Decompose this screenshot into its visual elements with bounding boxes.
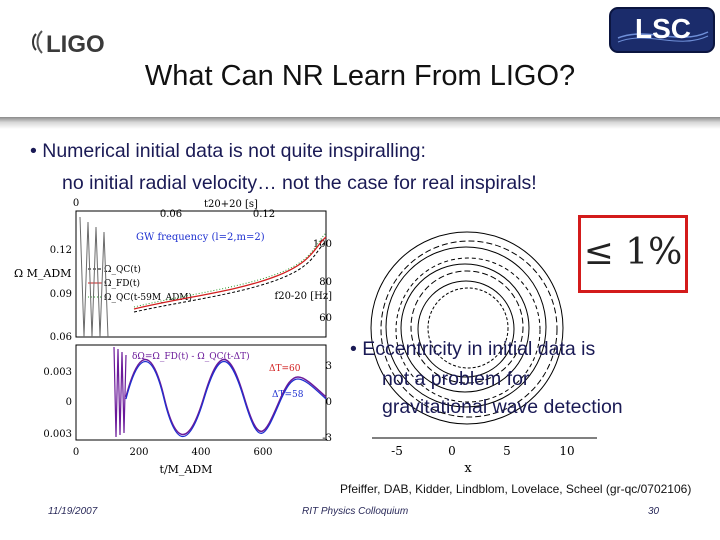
footer-page-number: 30 [648, 506, 660, 517]
curve-qc [133, 240, 327, 313]
y-tick-2: 0.06 [50, 332, 72, 343]
orbit-x-tick-3: 10 [559, 444, 574, 458]
curve-qc-shifted [133, 232, 327, 308]
gw-frequency-figure: 0 0.06 0.12 t20+20 [s] Ω M_ADM 0.12 0.09… [14, 198, 333, 476]
bullet-1-line-1: • Numerical initial data is not quite in… [30, 140, 426, 162]
orbit-x-tick-2: 5 [503, 444, 511, 458]
residual-curve-blue [125, 361, 327, 437]
right-tick-2: 60 [319, 313, 332, 324]
y-tick-0: 0.12 [50, 245, 72, 256]
y-axis-label: Ω M_ADM [14, 267, 71, 280]
ligo-logo-text: LIGO [46, 31, 105, 56]
legend-title: GW frequency (l=2,m=2) [136, 232, 265, 243]
x-tick-2: 400 [191, 447, 210, 458]
lower-panel-label: δΩ=Ω_FD(t) - Ω_QC(t-ΔT) [132, 351, 250, 362]
x-tick-0: 0 [73, 447, 79, 458]
legend-item-0: Ω_QC(t) [104, 264, 141, 275]
orbit-x-label: x [464, 461, 472, 472]
top-tick-1: 0.06 [160, 209, 182, 220]
x-tick-3: 600 [253, 447, 272, 458]
delta-t-label-1: ΔT=58 [272, 390, 304, 400]
lower-tick-right-1: 0 [326, 397, 332, 408]
right-tick-1: 80 [319, 277, 332, 288]
lsc-logo-text: LSC [635, 13, 691, 44]
lower-tick-left-0: 0.003 [43, 367, 72, 378]
lower-tick-right-2: -3 [322, 433, 332, 444]
bullet-2-line-1: • Eccentricity in initial data is [350, 338, 596, 360]
x-axis-label: t/M_ADM [160, 463, 213, 476]
legend-item-1: Ω_FD(t) [104, 278, 140, 289]
orbit-x-tick-1: 0 [448, 444, 456, 458]
x-tick-1: 200 [129, 447, 148, 458]
bullet-2-line-3: gravitational wave detection [382, 396, 623, 418]
citation: Pfeiffer, DAB, Kidder, Lindblom, Lovelac… [340, 482, 692, 496]
lsc-logo: LSC [609, 7, 715, 53]
eccentricity-bound-box: ≤ 1% [578, 215, 688, 293]
eccentricity-bound-text: ≤ 1% [583, 232, 683, 273]
delta-t-label-0: ΔT=60 [269, 364, 301, 374]
lower-tick-left-2: 0.003 [43, 429, 72, 440]
ligo-logo: LIGO [32, 30, 105, 56]
title-divider [0, 117, 720, 129]
right-axis-label: f20-20 [Hz] [275, 291, 333, 302]
lower-tick-left-1: 0 [66, 397, 72, 408]
curve-fd [133, 236, 327, 310]
legend-item-2: Ω_QC(t-59M_ADM) [104, 292, 192, 303]
early-transient [79, 216, 109, 338]
top-axis-label: t20+20 [s] [204, 199, 258, 210]
footer-date: 11/19/2007 [48, 506, 98, 517]
slide-title: What Can NR Learn From LIGO? [144, 60, 576, 92]
footer-event: RIT Physics Colloquium [302, 506, 409, 517]
bullet-1-line-2: no initial radial velocity… not the case… [62, 172, 537, 194]
orbit-figure: -5 0 5 10 x [370, 231, 597, 472]
lower-tick-right-0: 3 [326, 361, 332, 372]
top-tick-2: 0.12 [253, 209, 275, 220]
orbit-x-tick-0: -5 [391, 444, 403, 458]
bullet-2-line-2: not a problem for [382, 368, 530, 390]
top-tick-0: 0 [73, 198, 79, 209]
y-tick-1: 0.09 [50, 289, 72, 300]
